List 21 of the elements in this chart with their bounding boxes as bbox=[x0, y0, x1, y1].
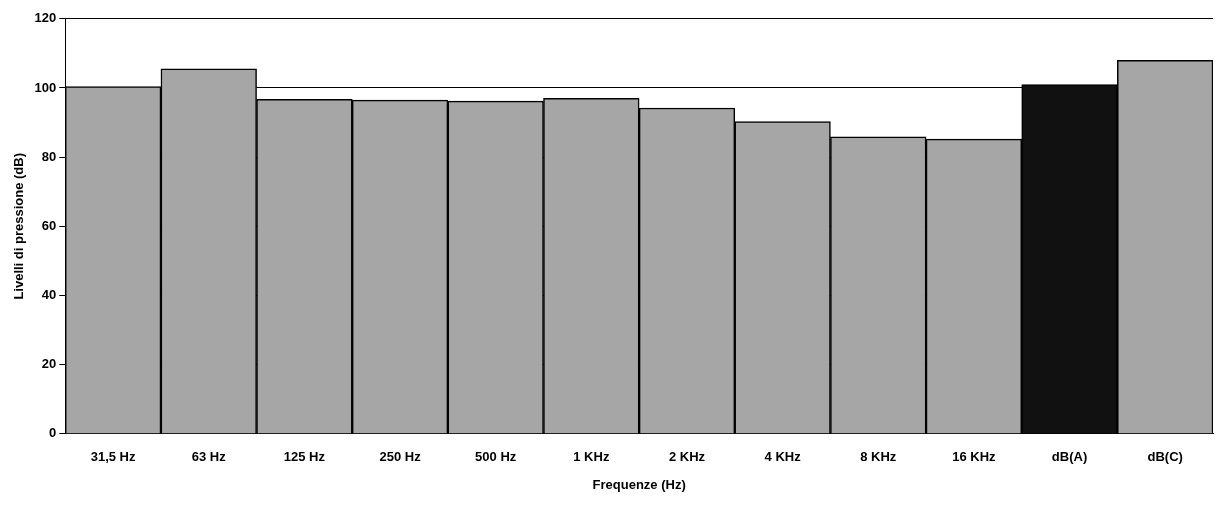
x-tick-label: 125 Hz bbox=[283, 449, 326, 465]
y-axis-title: Livelli di pressione (dB) bbox=[11, 152, 27, 300]
x-axis-title: Frequenze (Hz) bbox=[592, 476, 686, 492]
y-tick-label: 100 bbox=[34, 79, 57, 95]
x-tick-label: dB(A) bbox=[1051, 449, 1088, 465]
y-tick-label: 120 bbox=[34, 10, 57, 26]
x-tick-label: 2 KHz bbox=[668, 449, 706, 465]
x-tick-label: 8 KHz bbox=[860, 449, 897, 465]
x-tick-label: 4 KHz bbox=[764, 449, 802, 465]
y-tick-label: 80 bbox=[41, 148, 57, 164]
x-tick-label: 16 KHz bbox=[952, 449, 997, 465]
y-tick-label: 60 bbox=[41, 217, 57, 233]
x-tick-label: 250 Hz bbox=[379, 449, 422, 465]
y-tick-label: 40 bbox=[41, 287, 57, 303]
x-tick-label: dB(C) bbox=[1147, 449, 1183, 465]
x-tick-label: 31,5 Hz bbox=[90, 449, 137, 465]
x-tick-label: 1 KHz bbox=[573, 449, 610, 465]
x-tick-label: 500 Hz bbox=[475, 449, 517, 465]
y-tick-label: 20 bbox=[41, 356, 57, 372]
x-tick-label: 63 Hz bbox=[191, 449, 227, 465]
y-tick-label: 0 bbox=[49, 425, 57, 441]
